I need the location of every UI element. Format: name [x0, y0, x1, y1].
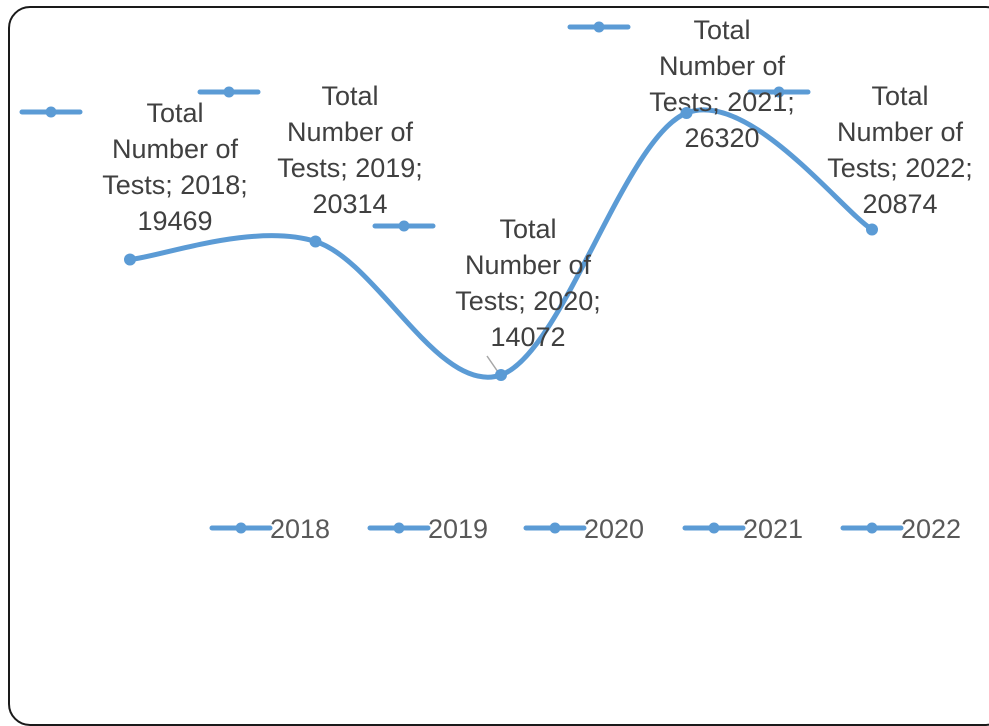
data-label: Total Number of Tests; 2020; 14072	[455, 214, 601, 352]
data-label: Total Number of Tests; 2018; 19469	[102, 98, 248, 236]
legend-label: 2022	[901, 514, 961, 544]
legend-label: 2019	[428, 514, 488, 544]
data-point	[310, 235, 322, 247]
legend-marker-icon	[685, 523, 743, 534]
legend-entry: 2021	[685, 514, 803, 544]
legend-entry: 2018	[212, 514, 330, 544]
data-label-key-icon	[22, 107, 80, 118]
data-label: Total Number of Tests; 2022; 20874	[827, 81, 973, 219]
legend-label: 2021	[743, 514, 803, 544]
data-label-leader-line	[487, 356, 498, 372]
legend-marker-icon	[526, 523, 584, 534]
data-point	[495, 369, 507, 381]
data-label: Total Number of Tests; 2021; 26320	[649, 15, 795, 153]
data-label-key-icon	[200, 87, 258, 98]
legend-label: 2020	[584, 514, 644, 544]
data-point	[124, 254, 136, 266]
legend-marker-icon	[843, 523, 901, 534]
legend: 2018 2019 2020 2021 2022	[212, 514, 961, 544]
data-label: Total Number of Tests; 2019; 20314	[277, 81, 423, 219]
legend-marker-icon	[212, 523, 270, 534]
legend-entry: 2022	[843, 514, 961, 544]
legend-label: 2018	[270, 514, 330, 544]
data-label-key-icon	[375, 221, 433, 232]
legend-entry: 2019	[370, 514, 488, 544]
data-point	[681, 107, 693, 119]
legend-entry: 2020	[526, 514, 644, 544]
data-label-key-icon	[570, 22, 628, 33]
legend-marker-icon	[370, 523, 428, 534]
data-point	[866, 223, 878, 235]
